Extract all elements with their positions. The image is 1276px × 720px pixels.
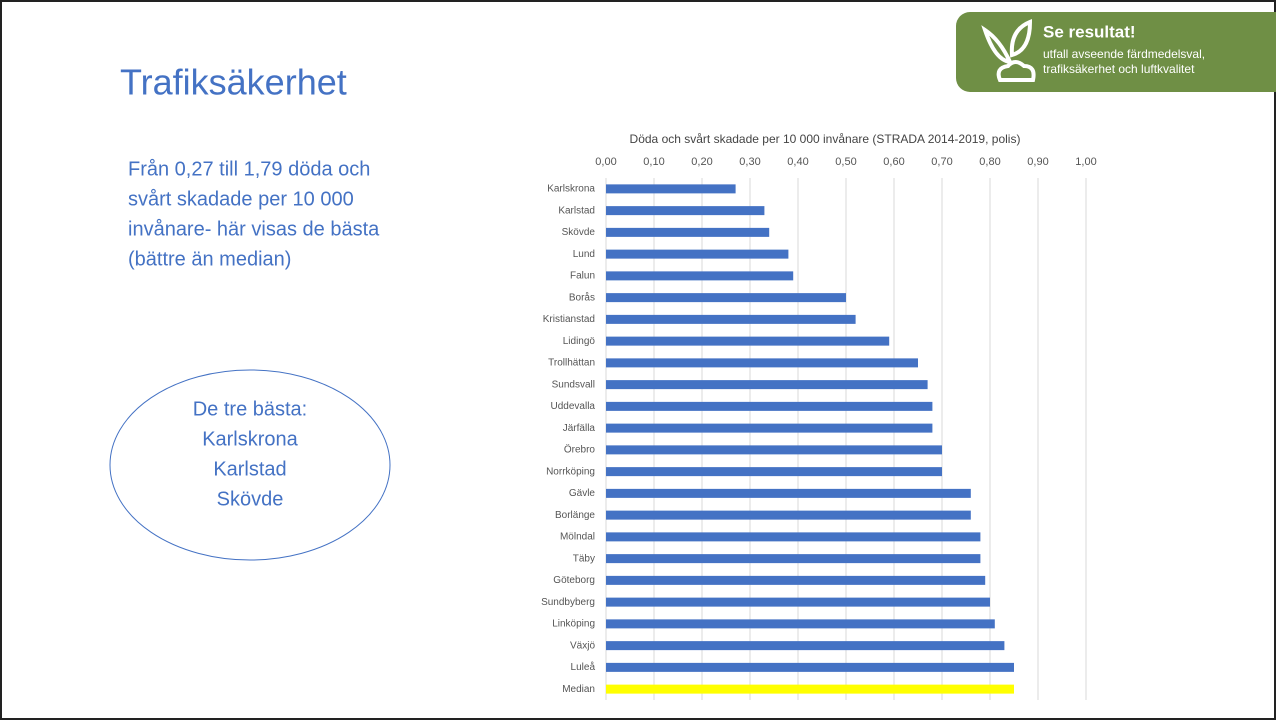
y-tick-label: Norrköping (546, 466, 595, 477)
y-tick-label: Järfälla (563, 423, 596, 434)
slide-title: Trafiksäkerhet (120, 62, 347, 103)
y-tick-label: Falun (570, 271, 595, 282)
badge-line: utfall avseende färdmedelsval, (1043, 47, 1205, 61)
bar (606, 597, 990, 607)
x-tick-label: 0,90 (1027, 156, 1048, 168)
bar (606, 488, 971, 498)
y-tick-label: Täby (573, 553, 595, 564)
x-tick-label: 0,60 (883, 156, 904, 168)
x-tick-label: 0,70 (931, 156, 952, 168)
y-tick-label: Luleå (571, 661, 596, 673)
bar (606, 641, 1005, 651)
bar (606, 336, 890, 346)
x-tick-label: 0,30 (739, 156, 760, 168)
bar (606, 662, 1014, 672)
intro-line: svårt skadade per 10 000 (128, 188, 354, 210)
x-tick-label: 0,40 (787, 156, 808, 168)
y-tick-label: Karlstad (558, 205, 595, 216)
bar (606, 575, 986, 585)
x-tick-label: 1,00 (1075, 156, 1096, 168)
bar (606, 684, 1014, 694)
bar (606, 423, 933, 433)
y-tick-label: Göteborg (553, 575, 595, 586)
callout-line: Karlstad (213, 458, 286, 480)
badge-line: trafiksäkerhet och luftkvalitet (1043, 62, 1195, 76)
bar (606, 532, 981, 542)
badge[interactable]: Se resultat! utfall avseende färdmedelsv… (956, 12, 1276, 92)
badge-title: Se resultat! (1043, 22, 1136, 41)
bar (606, 445, 942, 455)
bar (606, 227, 770, 237)
y-tick-label: Karlskrona (547, 184, 595, 195)
y-tick-label: Borlänge (555, 510, 595, 521)
y-tick-label: Median (562, 684, 595, 695)
y-tick-label: Linköping (552, 619, 595, 630)
x-tick-label: 0,20 (691, 156, 712, 168)
badge-bg (956, 12, 1276, 92)
callout-line: Karlskrona (202, 428, 298, 450)
bar (606, 184, 736, 194)
x-tick-label: 0,50 (835, 156, 856, 168)
y-tick-label: Trollhättan (548, 358, 595, 369)
bar (606, 358, 918, 368)
y-tick-label: Sundbyberg (541, 597, 595, 608)
bar (606, 380, 928, 390)
y-tick-label: Lund (573, 249, 595, 260)
y-tick-label: Mölndal (560, 532, 595, 543)
x-tick-label: 0,80 (979, 156, 1000, 168)
callout-ellipse (109, 369, 391, 561)
y-tick-label: Örebro (564, 444, 596, 456)
bar (606, 249, 789, 259)
callout-line: Skövde (217, 488, 284, 510)
bar (606, 206, 765, 216)
x-tick-label: 0,00 (595, 156, 616, 168)
bar (606, 271, 794, 281)
badge-icon (981, 19, 1036, 82)
intro-line: invånare- här visas de bästa (128, 218, 380, 240)
y-tick-label: Lidingö (563, 336, 596, 347)
y-tick-label: Uddevalla (551, 401, 596, 412)
chart-title: Döda och svårt skadade per 10 000 invåna… (630, 132, 1021, 146)
intro-line: Från 0,27 till 1,79 döda och (128, 158, 370, 180)
y-tick-label: Kristianstad (543, 314, 595, 325)
y-tick-label: Borås (569, 291, 595, 303)
callout-line: De tre bästa: (193, 398, 308, 420)
bar (606, 293, 846, 303)
y-tick-label: Skövde (562, 227, 596, 238)
x-tick-label: 0,10 (643, 156, 664, 168)
bar (606, 401, 933, 411)
intro-line: (bättre än median) (128, 248, 291, 270)
y-tick-label: Växjö (570, 640, 595, 651)
bar (606, 619, 995, 629)
bar (606, 554, 981, 564)
y-tick-label: Sundsvall (552, 379, 595, 390)
intro: Från 0,27 till 1,79 döda och svårt skada… (128, 158, 380, 270)
bar (606, 314, 856, 324)
bar (606, 467, 942, 477)
y-tick-label: Gävle (569, 488, 596, 499)
callout: De tre bästa: Karlskrona Karlstad Skövde (193, 398, 308, 510)
bar (606, 510, 971, 520)
